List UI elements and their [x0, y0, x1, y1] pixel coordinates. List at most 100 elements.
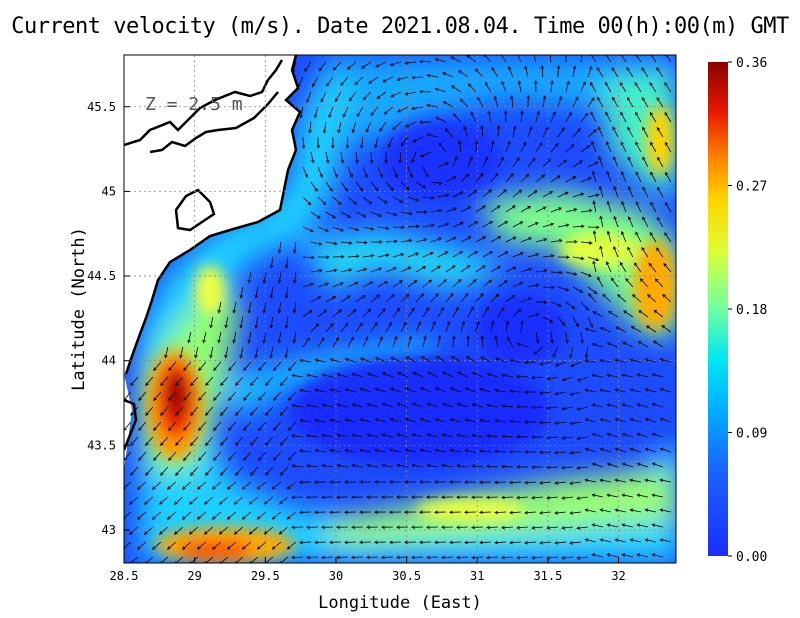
- velocity-arrow: [347, 281, 359, 288]
- velocity-arrow: [497, 156, 504, 168]
- velocity-arrow: [310, 181, 318, 192]
- velocity-arrow: [385, 321, 392, 333]
- velocity-arrow: [217, 301, 222, 314]
- velocity-arrow: [299, 418, 311, 423]
- velocity-arrow: [475, 205, 486, 213]
- velocity-arrow: [565, 80, 570, 93]
- velocity-arrow: [375, 357, 387, 363]
- velocity-arrow: [661, 325, 672, 333]
- y-tick-label: 43.5: [87, 438, 116, 452]
- velocity-arrow: [572, 256, 585, 261]
- velocity-arrow: [356, 106, 364, 118]
- velocity-arrow: [175, 376, 184, 387]
- velocity-arrow: [456, 402, 469, 408]
- velocity-arrow: [452, 335, 456, 348]
- velocity-arrow: [475, 265, 486, 273]
- velocity-arrow: [569, 541, 581, 545]
- velocity-arrow: [173, 526, 184, 535]
- velocity-arrow: [247, 301, 252, 314]
- velocity-arrow: [503, 110, 508, 123]
- velocity-arrow: [621, 373, 633, 378]
- velocity-arrow: [629, 508, 641, 513]
- velocity-arrow: [209, 316, 214, 329]
- velocity-arrow: [258, 361, 267, 371]
- velocity-arrow: [291, 555, 303, 560]
- velocity-arrow: [381, 372, 394, 378]
- velocity-arrow: [524, 450, 536, 454]
- velocity-arrow: [430, 265, 441, 273]
- velocity-arrow: [411, 151, 417, 164]
- velocity-arrow: [456, 555, 468, 560]
- velocity-arrow: [486, 434, 498, 438]
- velocity-arrow: [280, 376, 289, 386]
- velocity-arrow: [441, 495, 453, 499]
- velocity-arrow: [143, 526, 154, 535]
- velocity-arrow: [444, 128, 454, 138]
- velocity-arrow: [482, 251, 494, 258]
- velocity-arrow: [591, 373, 603, 378]
- velocity-arrow: [226, 481, 237, 490]
- velocity-arrow: [434, 448, 446, 453]
- y-tick-label: 45: [102, 184, 116, 198]
- velocity-arrow: [486, 525, 498, 530]
- velocity-arrow: [542, 285, 555, 290]
- y-tick-label: 45.5: [87, 100, 116, 114]
- velocity-arrow: [345, 136, 350, 149]
- velocity-arrow: [426, 525, 438, 530]
- velocity-arrow: [619, 261, 627, 273]
- velocity-arrow: [627, 246, 634, 258]
- velocity-arrow: [507, 336, 514, 348]
- velocity-arrow: [168, 421, 177, 431]
- y-tick-label: 43: [102, 523, 116, 537]
- velocity-arrow: [569, 346, 574, 359]
- velocity-arrow: [569, 421, 581, 426]
- velocity-arrow: [297, 76, 304, 88]
- velocity-arrow: [480, 125, 484, 138]
- velocity-arrow: [576, 466, 588, 470]
- velocity-arrow: [138, 451, 147, 461]
- velocity-arrow: [533, 346, 544, 355]
- velocity-arrow: [442, 371, 454, 378]
- velocity-arrow: [415, 293, 425, 303]
- velocity-arrow: [657, 186, 664, 198]
- velocity-arrow: [557, 159, 568, 168]
- velocity-arrow: [379, 121, 387, 132]
- velocity-arrow: [366, 463, 378, 468]
- velocity-arrow: [166, 481, 177, 490]
- velocity-arrow: [368, 76, 379, 84]
- velocity-arrow: [520, 110, 524, 123]
- velocity-arrow: [580, 144, 591, 153]
- velocity-arrow: [277, 301, 282, 314]
- velocity-arrow: [460, 206, 472, 213]
- velocity-arrow: [136, 481, 147, 490]
- velocity-arrow: [355, 181, 364, 192]
- colorbar-tick-label: 0.27: [736, 180, 767, 195]
- velocity-arrow: [509, 358, 521, 363]
- velocity-arrow: [158, 496, 169, 505]
- velocity-arrow: [460, 265, 471, 273]
- velocity-arrow: [642, 156, 649, 168]
- velocity-arrow: [464, 387, 477, 393]
- velocity-arrow: [342, 106, 349, 118]
- velocity-arrow: [250, 436, 259, 446]
- velocity-arrow: [213, 361, 222, 372]
- velocity-arrow: [254, 286, 259, 299]
- velocity-arrow: [542, 95, 547, 108]
- velocity-arrow: [389, 540, 401, 545]
- velocity-arrow: [284, 316, 289, 329]
- velocity-arrow: [641, 96, 649, 108]
- velocity-arrow: [336, 433, 348, 438]
- velocity-arrow: [419, 387, 432, 393]
- velocity-arrow: [527, 313, 540, 318]
- velocity-arrow: [554, 481, 566, 485]
- velocity-arrow: [218, 496, 229, 505]
- velocity-arrow: [243, 361, 252, 371]
- velocity-arrow: [494, 449, 506, 454]
- velocity-arrow: [501, 495, 513, 500]
- velocity-arrow: [317, 255, 330, 259]
- velocity-arrow: [370, 211, 382, 217]
- velocity-arrow: [198, 361, 207, 372]
- velocity-arrow: [407, 252, 420, 258]
- velocity-arrow: [636, 373, 648, 378]
- velocity-arrow: [400, 238, 413, 243]
